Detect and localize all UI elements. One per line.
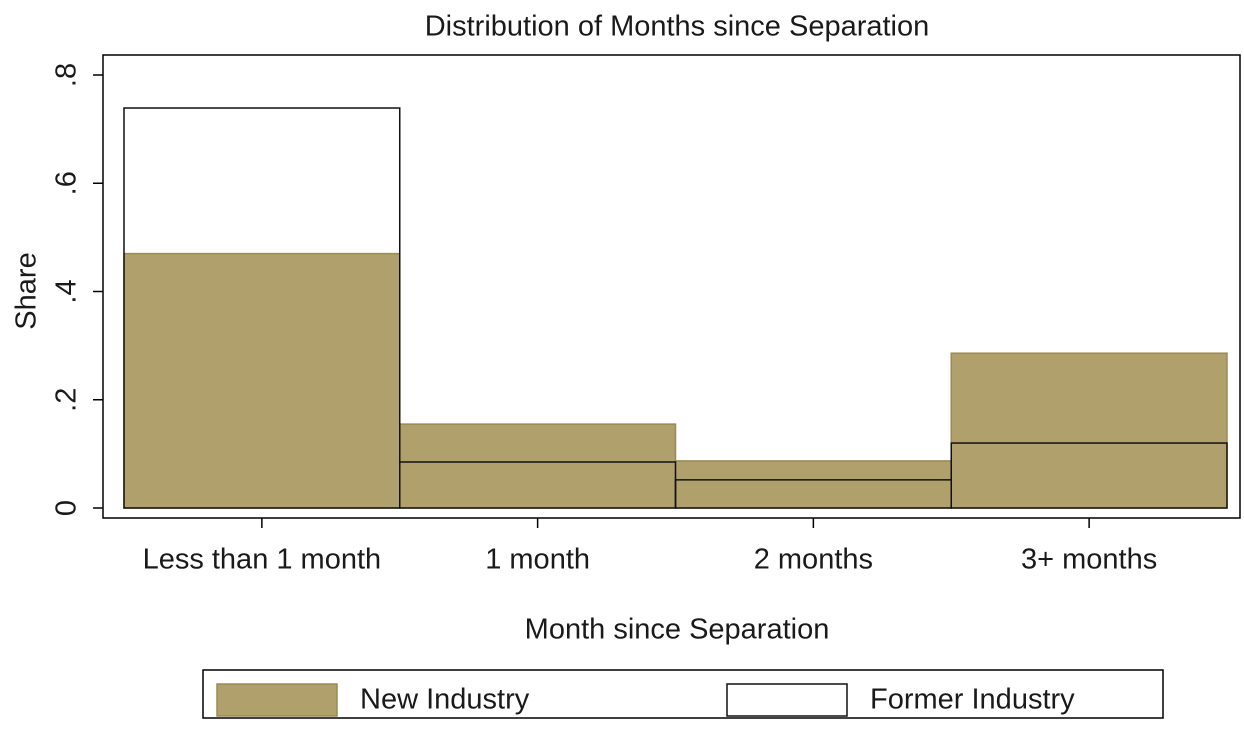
y-tick-label: 0 [51, 500, 83, 516]
x-axis-title: Month since Separation [525, 614, 830, 646]
bar [399, 423, 677, 509]
chart-title: Distribution of Months since Separation [425, 11, 930, 43]
legend-box [202, 669, 1164, 719]
x-tick-label: Less than 1 month [143, 544, 382, 576]
x-tick-label: 2 months [754, 544, 873, 576]
bar-outline [950, 442, 1228, 509]
plot-frame [102, 54, 1241, 519]
legend-swatch [216, 683, 338, 717]
bar [123, 252, 401, 509]
y-tick-label: .2 [51, 388, 83, 412]
bar-outline [123, 107, 401, 509]
y-tick-label: .6 [51, 171, 83, 195]
x-tick-label: 3+ months [1021, 544, 1157, 576]
y-tick-label: .8 [51, 63, 83, 87]
y-axis-title: Share [11, 252, 43, 329]
legend-label: New Industry [360, 684, 530, 716]
legend-swatch [726, 683, 848, 717]
x-tick-label: 1 month [485, 544, 590, 576]
legend-label: Former Industry [870, 684, 1075, 716]
bar [674, 460, 952, 509]
bar [950, 352, 1228, 509]
y-tick-label: .4 [51, 279, 83, 303]
